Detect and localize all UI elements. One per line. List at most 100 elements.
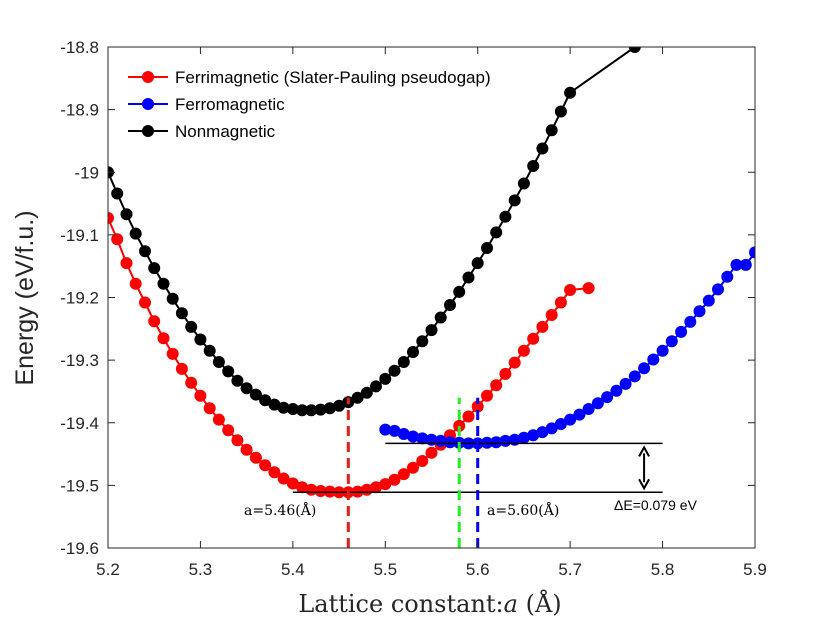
legend-label-1: Ferromagnetic (175, 95, 285, 114)
y-tick-label-0: -18.8 (60, 38, 99, 57)
legend-label-0: Ferrimagnetic (Slater-Pauling pseudogap) (175, 68, 491, 87)
data-point-0-35 (425, 446, 438, 459)
x-axis-label: Lattice constant:a (Å) (298, 589, 561, 618)
data-point-1-35 (702, 294, 715, 307)
data-point-1-0 (379, 423, 392, 436)
annotations: a=5.46(Å) a=5.60(Å) ΔE=0.079 eV (244, 397, 698, 548)
data-point-2-35 (425, 324, 438, 337)
legend-marker-2 (142, 125, 154, 137)
data-point-0-34 (416, 455, 429, 467)
data-point-0-48 (545, 309, 558, 321)
axes: 5.2 5.3 5.4 5.5 5.6 5.7 5.8 5.9 -18.8 -18.9 -19 -19… (60, 38, 767, 579)
data-point-0-41 (481, 389, 493, 402)
legend-label-2: Nonmagnetic (175, 122, 276, 141)
data-point-1-28 (638, 362, 651, 375)
y-tick-label-8: -19.6 (60, 539, 99, 558)
data-point-1-23 (591, 397, 604, 410)
data-point-0-20 (286, 477, 299, 490)
data-point-1-32 (675, 325, 688, 338)
data-point-2-46 (527, 160, 540, 172)
data-point-0-21 (296, 481, 309, 494)
data-point-2-29 (370, 380, 382, 393)
data-point-0-19 (277, 472, 290, 485)
data-point-2-27 (351, 391, 364, 404)
data-point-1-39 (739, 258, 752, 271)
y-tick-label-7: -19.5 (60, 476, 99, 495)
data-point-2-12 (212, 356, 225, 368)
data-point-1-33 (684, 315, 697, 328)
y-tick-label-1: -18.9 (60, 101, 99, 120)
data-point-0-4 (139, 296, 151, 309)
data-point-2-6 (157, 277, 170, 290)
data-point-1-34 (693, 305, 706, 318)
data-marks (108, 47, 755, 499)
data-point-0-6 (157, 332, 170, 345)
x-tick-label-6: 5.8 (651, 560, 675, 579)
data-point-0-40 (471, 400, 484, 413)
x-tick-label-1: 5.3 (189, 560, 213, 579)
data-point-0-1 (111, 233, 124, 246)
data-point-0-3 (129, 277, 142, 290)
data-point-0-2 (120, 257, 133, 270)
data-point-0-0 (108, 212, 114, 224)
data-point-0-7 (166, 347, 179, 360)
data-point-2-31 (388, 364, 401, 377)
data-point-0-45 (517, 344, 530, 357)
data-point-2-17 (259, 394, 272, 407)
data-point-2-50 (564, 86, 577, 99)
annotation-delta-e: ΔE=0.079 eV (614, 497, 698, 513)
data-point-1-16 (527, 429, 540, 442)
data-point-1-31 (665, 335, 678, 348)
data-point-2-7 (166, 292, 179, 305)
data-point-2-37 (444, 299, 456, 311)
data-point-0-13 (222, 424, 235, 437)
y-tick-label-2: -19 (74, 163, 99, 182)
data-point-2-1 (111, 187, 124, 200)
data-point-1-25 (610, 384, 623, 397)
data-point-2-48 (545, 124, 558, 137)
data-point-2-41 (481, 242, 493, 254)
data-point-2-22 (305, 404, 318, 417)
data-point-1-36 (712, 283, 724, 296)
data-point-1-37 (721, 270, 734, 283)
y-tick-label-4: -19.2 (60, 289, 99, 308)
data-point-0-47 (536, 320, 549, 333)
data-point-2-13 (222, 365, 235, 378)
data-point-1-21 (573, 408, 586, 421)
data-point-1-15 (517, 431, 530, 444)
data-point-1-40 (749, 246, 755, 259)
data-point-2-43 (499, 210, 512, 223)
data-point-2-23 (314, 403, 327, 416)
data-point-2-4 (139, 245, 151, 258)
data-point-2-49 (554, 105, 567, 118)
data-point-1-18 (545, 422, 558, 435)
data-point-2-14 (231, 374, 244, 387)
data-point-0-44 (508, 356, 521, 369)
data-point-2-16 (249, 388, 262, 401)
annotation-fm-lattice: a=5.60(Å) (487, 501, 559, 519)
data-point-2-34 (416, 335, 429, 348)
data-point-2-20 (286, 403, 299, 415)
data-point-2-40 (471, 257, 484, 270)
data-point-0-5 (148, 315, 161, 328)
data-point-0-46 (527, 332, 540, 345)
data-point-0-50 (564, 284, 577, 296)
x-tick-label-3: 5.5 (373, 560, 397, 579)
legend-marker-1 (142, 98, 154, 110)
data-point-0-16 (249, 451, 262, 464)
data-point-0-12 (212, 413, 225, 426)
data-point-2-15 (240, 382, 253, 395)
data-point-2-10 (194, 333, 207, 346)
data-point-1-27 (628, 370, 641, 383)
data-point-0-18 (268, 466, 281, 479)
data-point-1-7 (444, 436, 456, 449)
data-point-0-33 (407, 461, 419, 474)
data-point-2-36 (434, 311, 447, 324)
data-point-1-19 (554, 418, 567, 430)
data-point-0-15 (240, 443, 253, 456)
data-point-1-2 (397, 428, 410, 440)
data-point-1-20 (564, 413, 577, 426)
x-tick-label-7: 5.9 (743, 560, 767, 579)
data-point-2-45 (517, 177, 530, 190)
